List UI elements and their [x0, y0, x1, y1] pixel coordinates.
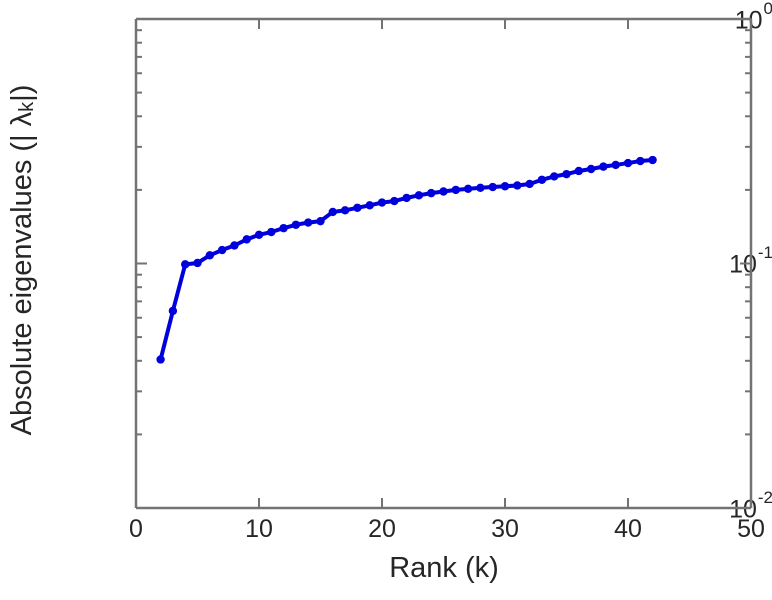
data-point: [340, 206, 350, 215]
data-point: [242, 235, 251, 244]
data-point: [488, 182, 497, 192]
data-point: [217, 245, 227, 255]
x-tick-label-10: 10: [245, 515, 273, 543]
data-series-line: [158, 158, 655, 362]
data-point: [156, 355, 165, 364]
data-point: [636, 156, 645, 166]
x-axis-label: Rank (k): [389, 552, 499, 584]
data-point: [476, 183, 485, 192]
data-series-markers: [156, 155, 657, 364]
data-point: [205, 251, 214, 260]
data-point: [365, 201, 374, 210]
data-point: [574, 166, 583, 176]
data-point: [500, 182, 510, 191]
data-point: [193, 258, 202, 268]
data-point: [377, 198, 387, 207]
data-point: [427, 188, 436, 198]
data-point: [537, 175, 547, 184]
data-point: [586, 164, 596, 174]
axes-frame: [134, 17, 753, 510]
data-point: [648, 155, 657, 165]
x-tick-label-0: 0: [129, 515, 143, 543]
data-point: [611, 160, 620, 170]
data-point: [402, 193, 411, 203]
y-tick-exponent: -2: [757, 488, 772, 507]
data-point: [230, 241, 239, 250]
data-point: [390, 196, 399, 206]
data-point: [267, 227, 276, 237]
data-point: [279, 223, 288, 233]
x-tick-label-30: 30: [491, 515, 519, 543]
data-point: [316, 216, 325, 226]
x-tick-label-20: 20: [368, 515, 396, 543]
data-point: [304, 218, 313, 227]
data-point: [513, 181, 522, 190]
data-point: [254, 230, 264, 240]
data-point: [353, 203, 362, 212]
data-point: [181, 260, 190, 269]
data-point: [168, 306, 178, 316]
x-tick-label-50: 50: [737, 515, 765, 543]
data-point: [439, 187, 448, 196]
data-point: [328, 207, 337, 217]
data-point: [623, 158, 633, 168]
axes-ticks: [136, 19, 751, 508]
data-point: [291, 220, 301, 229]
y-tick-exponent: -1: [757, 243, 772, 262]
data-point: [463, 184, 473, 194]
data-point: [451, 185, 460, 195]
data-point: [599, 162, 608, 171]
y-tick-exponent: 0: [763, 0, 772, 18]
data-point: [414, 191, 424, 200]
data-point: [525, 179, 534, 189]
data-point: [550, 172, 559, 181]
data-point: [562, 169, 571, 179]
x-tick-label-40: 40: [614, 515, 642, 543]
